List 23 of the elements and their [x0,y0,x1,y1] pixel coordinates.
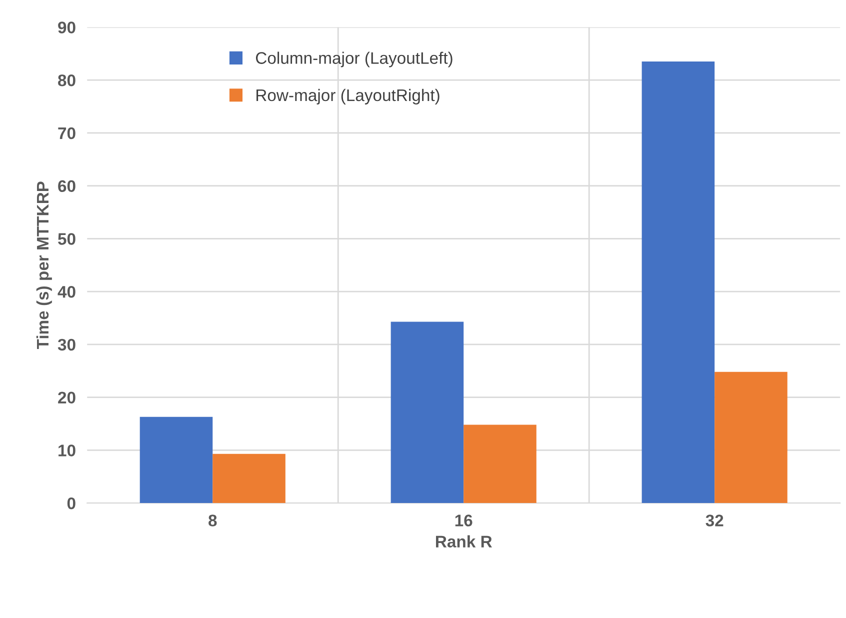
bar [714,372,788,504]
y-axis-title: Time (s) per MTTKRP [36,182,52,350]
x-axis-title: Rank R [436,535,492,548]
y-tick-label: 70 [58,127,76,140]
y-tick-label: 10 [58,444,76,456]
bar [140,416,213,504]
x-tick-label: 32 [706,514,724,526]
x-tick-label: 16 [455,514,472,526]
y-tick-label: 50 [58,233,76,245]
legend-label: Row-major (LayoutRight) [256,88,440,104]
y-tick-label: 20 [58,392,76,404]
y-tick-label: 90 [58,22,76,34]
y-tick-label: 80 [58,74,76,86]
y-tick-label: 40 [58,286,76,298]
y-tick-label: 30 [58,338,76,351]
y-tick-label: 60 [58,180,76,192]
legend-label: Column-major (LayoutLeft) [256,52,452,68]
x-tick-label: 8 [208,514,217,526]
bar [642,62,715,504]
bar [212,454,286,504]
bar [390,322,464,504]
bar [464,424,536,504]
y-tick-label: 0 [67,497,76,510]
